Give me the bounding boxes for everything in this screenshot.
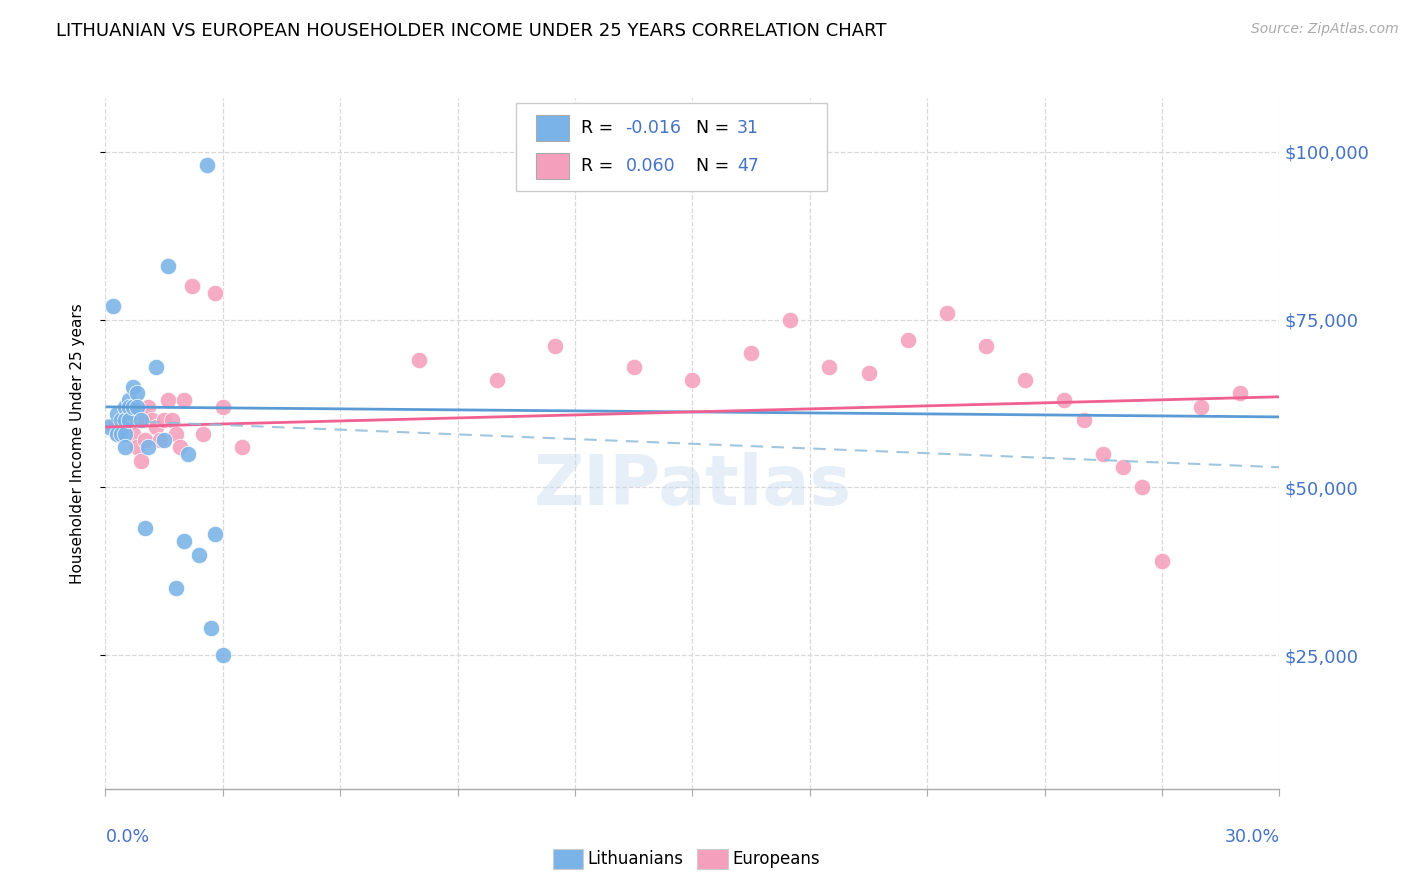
Text: 30.0%: 30.0% (1225, 828, 1279, 846)
Text: 31: 31 (737, 119, 759, 136)
Point (188, 548, 211, 562)
Text: Source: ZipAtlas.com: Source: ZipAtlas.com (1251, 22, 1399, 37)
Text: LITHUANIAN VS EUROPEAN HOUSEHOLDER INCOME UNDER 25 YEARS CORRELATION CHART: LITHUANIAN VS EUROPEAN HOUSEHOLDER INCOM… (56, 22, 887, 40)
Text: R =: R = (581, 157, 619, 175)
Point (200, 621, 222, 635)
Point (1132, 480, 1154, 494)
Point (114, 413, 136, 427)
Text: Lithuanians: Lithuanians (588, 850, 683, 868)
Point (118, 400, 141, 414)
Point (125, 386, 148, 401)
Point (193, 426, 215, 441)
Point (204, 527, 226, 541)
Point (114, 426, 136, 441)
Point (134, 521, 156, 535)
Point (195, 158, 218, 172)
Point (121, 380, 143, 394)
Point (129, 453, 152, 467)
Point (118, 393, 141, 408)
Point (105, 426, 128, 441)
Point (623, 359, 645, 374)
Point (125, 400, 148, 414)
Point (1053, 393, 1076, 408)
Point (408, 352, 430, 367)
Point (211, 400, 233, 414)
Point (165, 426, 187, 441)
Point (779, 312, 801, 326)
Point (858, 366, 880, 380)
Point (110, 426, 132, 441)
Point (1092, 447, 1115, 461)
Point (153, 413, 176, 427)
Text: ZIPatlas: ZIPatlas (533, 451, 852, 519)
Point (114, 420, 136, 434)
Text: 47: 47 (737, 157, 759, 175)
Point (121, 413, 143, 427)
Point (1112, 460, 1135, 475)
Text: N =: N = (696, 119, 735, 136)
Point (129, 413, 152, 427)
Point (544, 339, 567, 353)
FancyBboxPatch shape (516, 103, 828, 192)
Point (141, 413, 163, 427)
Point (103, 299, 125, 313)
Point (134, 434, 156, 448)
Point (149, 434, 172, 448)
FancyBboxPatch shape (536, 115, 569, 141)
Point (1073, 413, 1095, 427)
Point (681, 373, 703, 387)
Text: Europeans: Europeans (733, 850, 820, 868)
Text: 0.0%: 0.0% (105, 828, 149, 846)
Point (121, 400, 143, 414)
Point (125, 440, 148, 454)
Point (110, 413, 132, 427)
Point (157, 259, 180, 273)
Y-axis label: Householder Income Under 25 years: Householder Income Under 25 years (70, 303, 84, 584)
Point (160, 413, 183, 427)
Point (138, 400, 160, 414)
Point (935, 306, 957, 320)
Point (105, 407, 128, 421)
Point (145, 359, 167, 374)
Point (153, 434, 176, 448)
Text: N =: N = (696, 157, 735, 175)
Text: R =: R = (581, 119, 619, 136)
Point (231, 440, 253, 454)
Point (103, 420, 125, 434)
Point (897, 333, 920, 347)
Point (169, 440, 191, 454)
Point (134, 413, 156, 427)
Point (1014, 373, 1036, 387)
Point (204, 285, 226, 300)
Point (176, 447, 198, 461)
FancyBboxPatch shape (536, 153, 569, 179)
Point (818, 359, 841, 374)
Point (121, 426, 143, 441)
Point (740, 346, 762, 360)
Text: -0.016: -0.016 (626, 119, 682, 136)
Point (157, 393, 180, 408)
Text: 0.060: 0.060 (626, 157, 675, 175)
Point (118, 400, 141, 414)
Point (165, 581, 187, 595)
Point (173, 534, 195, 549)
Point (138, 440, 160, 454)
Point (114, 400, 136, 414)
Point (211, 648, 233, 663)
Point (145, 420, 167, 434)
Point (105, 426, 128, 441)
Point (180, 279, 202, 293)
Point (1150, 554, 1173, 568)
Point (110, 413, 132, 427)
Point (485, 373, 508, 387)
Point (118, 413, 141, 427)
Point (98, 420, 121, 434)
Point (173, 393, 195, 408)
Point (114, 440, 136, 454)
Point (1229, 386, 1251, 401)
Point (974, 339, 997, 353)
Point (1189, 400, 1212, 414)
